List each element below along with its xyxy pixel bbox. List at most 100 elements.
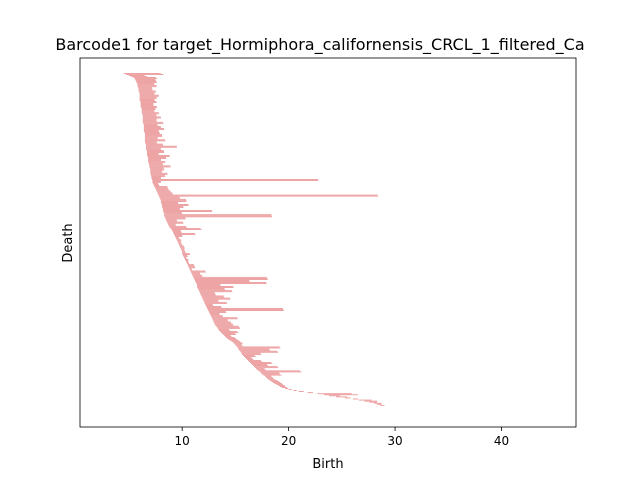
barcode-bar bbox=[171, 229, 202, 230]
barcode-bar bbox=[251, 364, 267, 365]
barcode-bar bbox=[163, 211, 213, 212]
barcode-bar bbox=[278, 385, 285, 386]
barcode-bar bbox=[202, 298, 231, 300]
barcode-bar bbox=[164, 215, 272, 217]
barcode-bar bbox=[207, 309, 284, 310]
barcode-bar bbox=[134, 78, 157, 79]
barcode-bar bbox=[138, 89, 153, 91]
barcode-bar bbox=[143, 125, 158, 126]
barcode-bar bbox=[142, 114, 157, 116]
barcode-bar bbox=[200, 294, 216, 296]
barcode-bar bbox=[174, 234, 196, 235]
barcode-bar bbox=[183, 257, 187, 258]
barcode-bar bbox=[195, 281, 250, 282]
barcode-bar bbox=[144, 139, 166, 141]
barcode-bar bbox=[161, 205, 189, 206]
barcode-bar bbox=[191, 273, 201, 275]
barcode-bar bbox=[226, 337, 235, 338]
barcode-bar bbox=[152, 182, 161, 183]
barcode-bar bbox=[160, 201, 187, 202]
barcode-bar bbox=[133, 77, 156, 78]
barcode-bar bbox=[175, 237, 179, 238]
barcode-bar bbox=[143, 130, 159, 131]
barcode-bar bbox=[152, 179, 319, 180]
barcode-bar bbox=[142, 115, 157, 117]
barcode-bar bbox=[128, 75, 145, 76]
barcode-bar bbox=[195, 282, 267, 283]
barcode-bar bbox=[141, 110, 155, 112]
barcode-bar bbox=[194, 280, 250, 281]
barcode-bar bbox=[187, 264, 194, 266]
barcode-bar bbox=[197, 288, 225, 289]
barcode-bar bbox=[185, 261, 189, 262]
barcode-bar bbox=[212, 318, 238, 320]
barcode-bar bbox=[152, 181, 161, 182]
barcode-bar bbox=[247, 359, 254, 360]
barcode-bar bbox=[186, 263, 190, 264]
barcode-bar bbox=[235, 344, 242, 346]
barcode-bar bbox=[172, 231, 182, 232]
barcode-bar bbox=[136, 82, 157, 83]
barcode-bar bbox=[148, 159, 161, 160]
barcode-bar bbox=[215, 324, 234, 326]
barcode-bar bbox=[148, 162, 166, 164]
barcode-bar bbox=[148, 158, 167, 159]
barcode-bar bbox=[191, 272, 200, 274]
barcode-bar bbox=[141, 107, 158, 108]
barcode-bar bbox=[216, 325, 239, 327]
barcode-bar bbox=[307, 392, 313, 394]
barcode-bar bbox=[177, 241, 181, 243]
barcode-bar bbox=[189, 268, 192, 270]
barcode-bar bbox=[157, 192, 173, 194]
barcode-bar bbox=[150, 170, 162, 172]
barcode-bar bbox=[139, 92, 155, 94]
barcode-bar bbox=[143, 122, 164, 124]
barcode-bar bbox=[214, 323, 233, 325]
barcode-bar bbox=[239, 349, 270, 351]
barcode-bar bbox=[200, 293, 216, 295]
barcode-bar bbox=[243, 355, 255, 356]
barcode-bar bbox=[199, 291, 233, 293]
x-tick-label: 20 bbox=[281, 434, 296, 448]
barcode-bar bbox=[352, 398, 359, 400]
barcode-bar bbox=[213, 320, 229, 322]
barcode-bar bbox=[237, 346, 280, 348]
barcode-bar bbox=[181, 249, 185, 251]
barcode-bar bbox=[139, 96, 157, 98]
barcode-bar bbox=[164, 216, 273, 218]
barcode-bar bbox=[142, 120, 157, 122]
barcode-bar bbox=[252, 365, 268, 366]
barcode-bar bbox=[144, 137, 158, 139]
barcode-bar bbox=[274, 383, 282, 384]
barcode-bar bbox=[164, 214, 272, 216]
barcode-bar bbox=[188, 267, 196, 269]
barcode-bar bbox=[140, 102, 157, 103]
barcode-bar bbox=[329, 395, 340, 397]
barcode-bar bbox=[168, 224, 176, 226]
barcode-bar bbox=[149, 167, 164, 169]
x-tick-label: 10 bbox=[175, 434, 190, 448]
barcode-bar bbox=[141, 113, 159, 115]
barcode-bar bbox=[142, 118, 157, 120]
barcode-bar bbox=[281, 387, 287, 388]
barcode-bar bbox=[246, 358, 253, 359]
barcode-bar bbox=[266, 376, 273, 378]
barcode-bar bbox=[247, 360, 261, 361]
barcode-bar bbox=[155, 189, 169, 191]
barcode-bar bbox=[298, 391, 304, 392]
barcode-bar bbox=[148, 163, 163, 165]
barcode-bar bbox=[255, 368, 265, 370]
barcode-bar bbox=[184, 258, 187, 259]
barcode-bar bbox=[272, 382, 281, 383]
barcode-bar bbox=[227, 338, 236, 339]
barcode-bar bbox=[202, 297, 230, 299]
barcode-bar bbox=[143, 123, 158, 125]
barcode-bar bbox=[225, 336, 232, 337]
barcode-bar bbox=[217, 327, 241, 329]
barcode-bar bbox=[138, 90, 156, 92]
barcode-bar bbox=[164, 213, 183, 215]
x-tick-label: 30 bbox=[387, 434, 402, 448]
barcode-bar bbox=[161, 204, 189, 205]
barcode-bar bbox=[186, 262, 189, 263]
